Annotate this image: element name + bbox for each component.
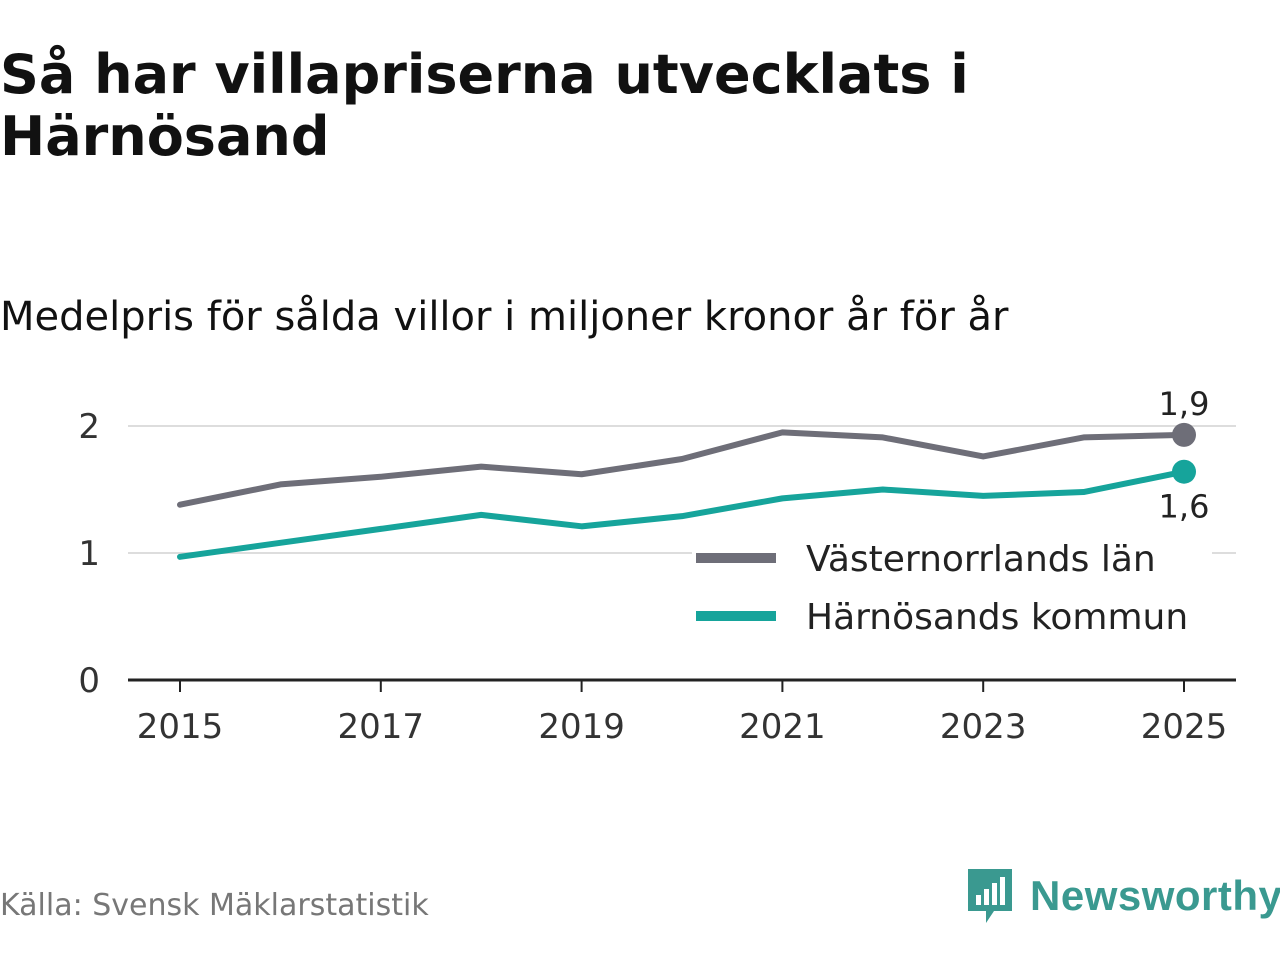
x-tick-label: 2025 [1141, 707, 1228, 747]
data-point [480, 514, 482, 516]
brand-logo: Newsworthy [964, 864, 1280, 928]
data-point [581, 525, 583, 527]
x-tick-label: 2019 [538, 707, 625, 747]
chart-subtitle: Medelpris för sålda villor i miljoner kr… [0, 294, 1009, 340]
series-end-marker [1172, 459, 1196, 484]
data-point [982, 455, 984, 457]
series-end-marker [1172, 422, 1196, 447]
legend-background [692, 530, 1212, 586]
y-tick-label: 2 [78, 407, 100, 447]
data-point [1083, 491, 1085, 493]
data-point [380, 476, 382, 478]
data-point [882, 436, 884, 438]
data-point [882, 489, 884, 490]
data-point [179, 504, 181, 506]
legend-label: Västernorrlands län [806, 539, 1156, 580]
x-tick-label: 2015 [137, 707, 224, 747]
data-point [781, 431, 783, 433]
data-point [279, 542, 281, 544]
data-point [480, 466, 482, 468]
y-tick-label: 1 [78, 534, 100, 574]
x-tick-label: 2023 [940, 707, 1027, 747]
data-point [681, 458, 683, 460]
chart-title: Så har villapriserna utvecklats i Härnös… [0, 43, 969, 168]
line-chart: 0 1 2 2015 2017 2019 2021 2023 2025 1,9 1,6Västern… [78, 385, 1236, 747]
newsworthy-chart-logo-icon [968, 869, 1012, 923]
data-point [581, 473, 583, 475]
data-point [1083, 436, 1085, 438]
data-point [380, 528, 382, 530]
data-point [781, 497, 783, 499]
x-tick-label: 2021 [739, 707, 826, 747]
data-point [279, 483, 281, 485]
data-point [681, 515, 683, 517]
y-tick-label: 0 [78, 661, 100, 701]
data-point [982, 495, 984, 497]
x-tick-label: 2017 [338, 707, 425, 747]
end-value-label: 1,6 [1159, 488, 1210, 526]
data-point [179, 556, 181, 558]
legend-label: Härnösands kommun [806, 597, 1188, 638]
end-value-label: 1,9 [1159, 385, 1210, 423]
source-note: Källa: Svensk Mäklarstatistik [0, 888, 429, 923]
legend-background [692, 588, 1212, 644]
brand-name: Newsworthy [1030, 872, 1280, 919]
